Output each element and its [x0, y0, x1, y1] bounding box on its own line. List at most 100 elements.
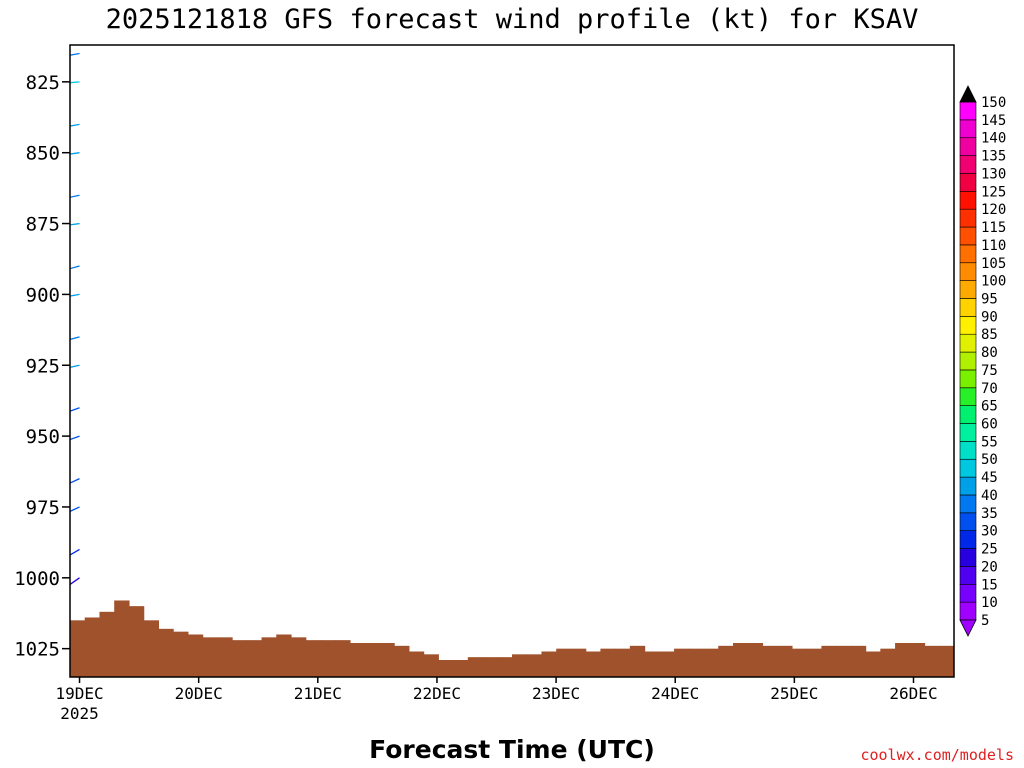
- colorbar-segment: [959, 226, 977, 246]
- colorbar-label: 95: [981, 291, 998, 307]
- wind-barb: [70, 577, 80, 586]
- colorbar-label: 60: [981, 417, 998, 433]
- barb-staff: [70, 506, 80, 513]
- colorbar-label: 10: [981, 595, 998, 611]
- terrain-column: [335, 640, 351, 677]
- colorbar-label: 100: [981, 274, 1006, 290]
- colorbar-label: 45: [981, 470, 998, 486]
- barb-flag: [45, 483, 52, 492]
- barb-staff: [70, 265, 80, 270]
- colorbar-label: 30: [981, 524, 998, 540]
- colorbar-label: 135: [981, 149, 1006, 165]
- y-tick-label: 925: [26, 355, 60, 377]
- x-tick-label: 21DEC: [294, 684, 342, 703]
- barb-staff: [70, 123, 80, 127]
- terrain-column: [84, 617, 101, 677]
- wind-barb: [45, 191, 80, 201]
- colorbar-label: 115: [981, 220, 1006, 236]
- barb-flag: [60, 358, 65, 368]
- terrain-column: [644, 651, 660, 677]
- colorbar-label: 35: [981, 506, 998, 522]
- terrain-column: [320, 640, 336, 677]
- barb-flag: [60, 287, 65, 297]
- colorbar-segment: [959, 262, 977, 281]
- barb-flag: [50, 334, 56, 344]
- terrain-column: [482, 657, 498, 677]
- colorbar-label: 130: [981, 166, 1006, 182]
- wind-barb: [50, 548, 80, 562]
- colorbar-label: 120: [981, 202, 1006, 218]
- terrain-column: [556, 648, 572, 677]
- terrain-column: [703, 648, 719, 677]
- colorbar-label: 150: [981, 95, 1006, 111]
- terrain-layer: [70, 600, 954, 677]
- barb-staff: [70, 407, 80, 412]
- colorbar-high-arrow: [959, 85, 977, 103]
- colorbar-low-arrow: [959, 619, 977, 637]
- terrain-column: [114, 600, 130, 677]
- terrain-column: [526, 654, 543, 677]
- colorbar-label: 145: [981, 113, 1006, 129]
- colorbar-label: 5: [981, 613, 989, 629]
- barb-staff: [70, 293, 80, 297]
- colorbar-segment: [959, 530, 977, 549]
- terrain-column: [939, 645, 954, 677]
- barb-flag: [54, 332, 60, 342]
- terrain-column: [364, 642, 380, 677]
- barb-staff: [70, 478, 80, 484]
- colorbar-segment: [959, 208, 977, 228]
- x-tick-label: 23DEC: [532, 684, 580, 703]
- colorbar-segment: [959, 566, 977, 585]
- wind-barb-layer: [45, 52, 80, 586]
- colorbar-segment: [959, 494, 977, 514]
- colorbar-segment: [959, 119, 977, 139]
- colorbar-segment: [959, 137, 977, 156]
- terrain-column: [821, 645, 837, 677]
- colorbar-segment: [959, 548, 977, 567]
- terrain-column: [733, 642, 749, 677]
- terrain-column: [688, 648, 705, 677]
- wind-barb: [70, 506, 80, 513]
- terrain-column: [143, 620, 159, 677]
- terrain-column: [924, 645, 940, 677]
- x-tick-label: 24DEC: [651, 684, 699, 703]
- colorbar-segment: [959, 155, 977, 174]
- colorbar-label: 55: [981, 434, 998, 450]
- terrain-column: [394, 645, 410, 677]
- barb-staff: [70, 194, 80, 198]
- colorbar-segment: [959, 191, 977, 210]
- x-axis-label: Forecast Time (UTC): [369, 735, 655, 764]
- colorbar-segment: [959, 316, 977, 335]
- x-tick-label: 26DEC: [889, 684, 937, 703]
- barb-flag: [55, 118, 60, 128]
- barb-flag: [50, 554, 58, 562]
- colorbar-segment: [959, 512, 977, 531]
- terrain-column: [438, 659, 454, 677]
- chart-title: 2025121818 GFS forecast wind profile (kt…: [106, 4, 919, 35]
- plot-frame: [69, 44, 955, 678]
- barb-flag: [50, 263, 56, 273]
- colorbar-segment: [959, 405, 977, 424]
- terrain-column: [423, 654, 439, 677]
- colorbar-segment: [959, 173, 977, 192]
- colorbar-segment: [959, 244, 977, 264]
- y-tick-label: 1025: [14, 639, 60, 661]
- wind-barb: [70, 435, 80, 441]
- barb-flag: [45, 264, 51, 274]
- y-tick-label: 975: [26, 497, 60, 519]
- barb-staff: [70, 364, 80, 368]
- barb-flag: [45, 191, 50, 201]
- colorbar-segment: [959, 351, 977, 371]
- barb-staff: [70, 152, 80, 155]
- y-tick-label: 850: [26, 143, 60, 165]
- terrain-column: [806, 648, 822, 677]
- terrain-column: [158, 628, 174, 677]
- colorbar-label: 15: [981, 577, 998, 593]
- colorbar-label: 90: [981, 309, 998, 325]
- terrain-column: [747, 642, 764, 677]
- terrain-column: [718, 645, 734, 677]
- terrain-column: [836, 645, 852, 677]
- colorbar-segment: [959, 458, 977, 478]
